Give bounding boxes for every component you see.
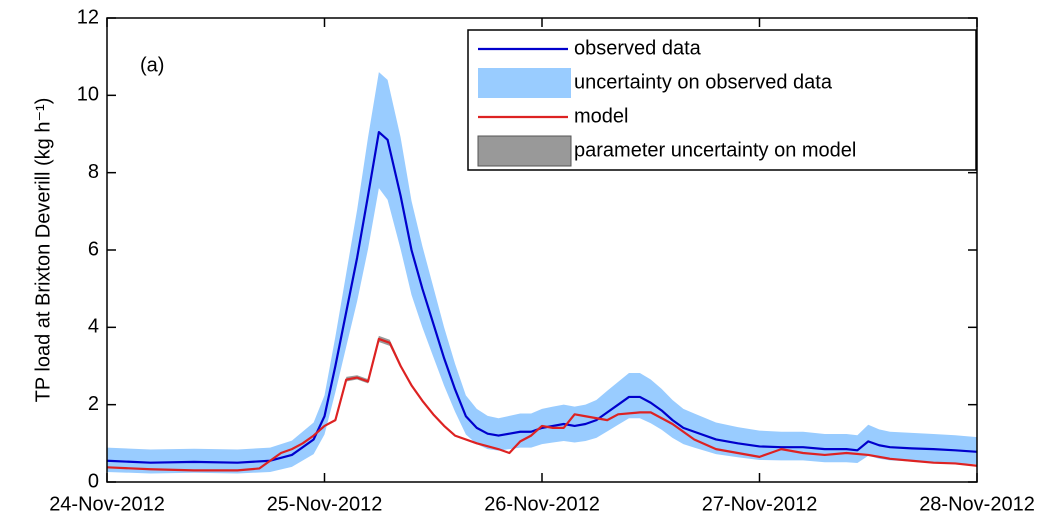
y-tick-label: 4 bbox=[88, 316, 99, 338]
y-tick-label: 8 bbox=[88, 161, 99, 183]
legend-label: model bbox=[574, 105, 628, 127]
legend-label: uncertainty on observed data bbox=[574, 71, 833, 93]
legend-label: observed data bbox=[574, 37, 702, 59]
x-tick-label: 26-Nov-2012 bbox=[484, 493, 600, 515]
legend-label: parameter uncertainty on model bbox=[574, 139, 856, 161]
annotation: (a) bbox=[140, 54, 164, 76]
uncertainty-band bbox=[107, 72, 977, 474]
x-tick-label: 27-Nov-2012 bbox=[702, 493, 818, 515]
legend-swatch bbox=[477, 135, 572, 167]
y-tick-label: 10 bbox=[77, 84, 99, 106]
x-tick-label: 25-Nov-2012 bbox=[267, 493, 383, 515]
x-tick-label: 24-Nov-2012 bbox=[49, 493, 165, 515]
legend-swatch bbox=[478, 68, 571, 98]
y-tick-label: 6 bbox=[88, 238, 99, 260]
y-tick-label: 2 bbox=[88, 393, 99, 415]
y-tick-label: 0 bbox=[88, 470, 99, 492]
series-line bbox=[106, 337, 978, 472]
y-tick-label: 12 bbox=[77, 6, 99, 28]
x-tick-label: 28-Nov-2012 bbox=[919, 493, 1035, 515]
y-axis-label: TP load at Brixton Deverill (kg h⁻¹) bbox=[32, 98, 54, 403]
series-line bbox=[106, 130, 978, 464]
